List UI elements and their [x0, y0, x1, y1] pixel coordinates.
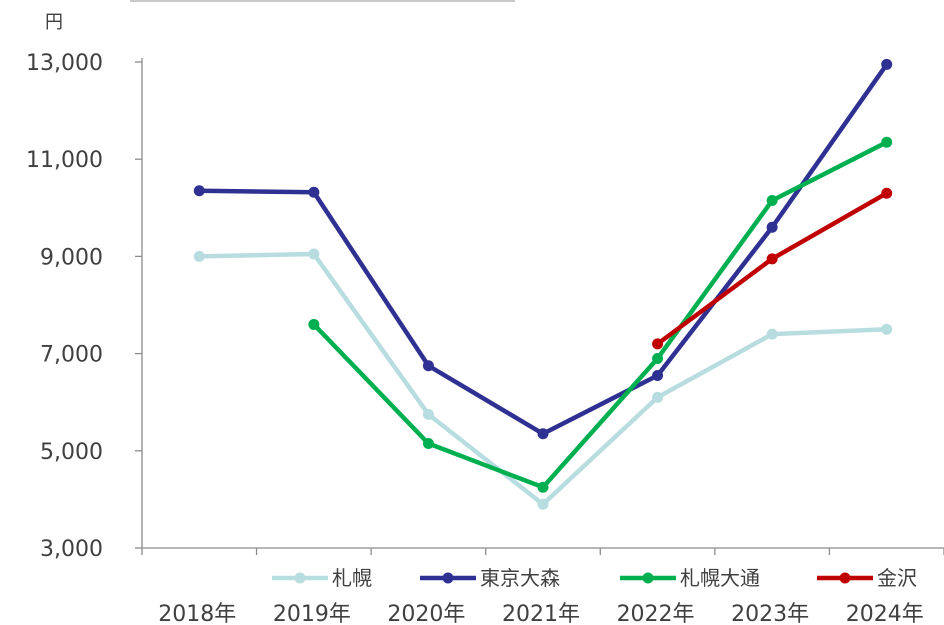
series-3 [308, 136, 893, 493]
y-axis-unit: 円 [45, 12, 63, 33]
y-tick-label: 3,000 [40, 537, 103, 562]
legend-marker [839, 572, 851, 584]
data-point [652, 369, 664, 381]
y-tick-label: 13,000 [26, 51, 103, 76]
data-point [652, 352, 664, 364]
series-line [655, 190, 889, 347]
x-tick-label: 2020年 [387, 602, 465, 625]
data-point [537, 498, 549, 510]
series-4 [652, 187, 893, 350]
data-point [766, 221, 778, 233]
x-tick-label: 2019年 [273, 602, 351, 625]
data-point [881, 187, 893, 199]
series-2 [193, 58, 893, 440]
legend-marker [442, 572, 454, 584]
y-tick-label: 7,000 [40, 343, 103, 368]
data-point [537, 481, 549, 493]
series-layer [193, 58, 893, 510]
x-tick-label: 2023年 [731, 602, 809, 625]
legend-item: 東京大森 [420, 566, 560, 590]
legend-label: 東京大森 [480, 566, 560, 590]
data-point [881, 58, 893, 70]
x-tick-label: 2022年 [617, 602, 695, 625]
x-axis-ticks: 2018年 2019年 2020年 2021年 2022年 2023年 2024年 [141, 548, 944, 625]
data-point [308, 248, 320, 260]
data-point [193, 185, 205, 197]
legend-label: 札幌大通 [680, 566, 760, 590]
data-point [193, 250, 205, 262]
series-line [197, 62, 889, 437]
series-line [311, 139, 889, 490]
data-point [652, 391, 664, 403]
data-point [652, 338, 664, 350]
series-1 [193, 248, 893, 510]
y-axis-ticks: 3,000 5,000 7,000 9,000 11,000 13,000 [26, 51, 142, 562]
data-point [308, 186, 320, 198]
legend-marker [294, 572, 306, 584]
x-tick-label: 2021年 [502, 602, 580, 625]
data-point [422, 438, 434, 450]
data-point [881, 323, 893, 335]
x-tick-label: 2018年 [158, 602, 236, 625]
legend-item: 金沢 [817, 566, 917, 590]
y-tick-label: 5,000 [40, 440, 103, 465]
data-point [537, 428, 549, 440]
data-point [422, 360, 434, 372]
data-point [766, 328, 778, 340]
y-tick-label: 9,000 [40, 245, 103, 270]
axes [141, 58, 944, 549]
x-tick-label: 2024年 [846, 602, 924, 625]
data-point [422, 408, 434, 420]
legend-label: 金沢 [877, 566, 917, 590]
data-point [308, 318, 320, 330]
legend-item: 札幌 [272, 566, 372, 590]
legend: 札幌 東京大森 札幌大通 金沢 [272, 566, 917, 590]
data-point [766, 253, 778, 265]
legend-marker [642, 572, 654, 584]
legend-item: 札幌大通 [620, 566, 760, 590]
y-tick-label: 11,000 [26, 148, 103, 173]
data-point [881, 136, 893, 148]
data-point [766, 195, 778, 207]
series-line [197, 251, 889, 507]
legend-label: 札幌 [332, 566, 372, 590]
